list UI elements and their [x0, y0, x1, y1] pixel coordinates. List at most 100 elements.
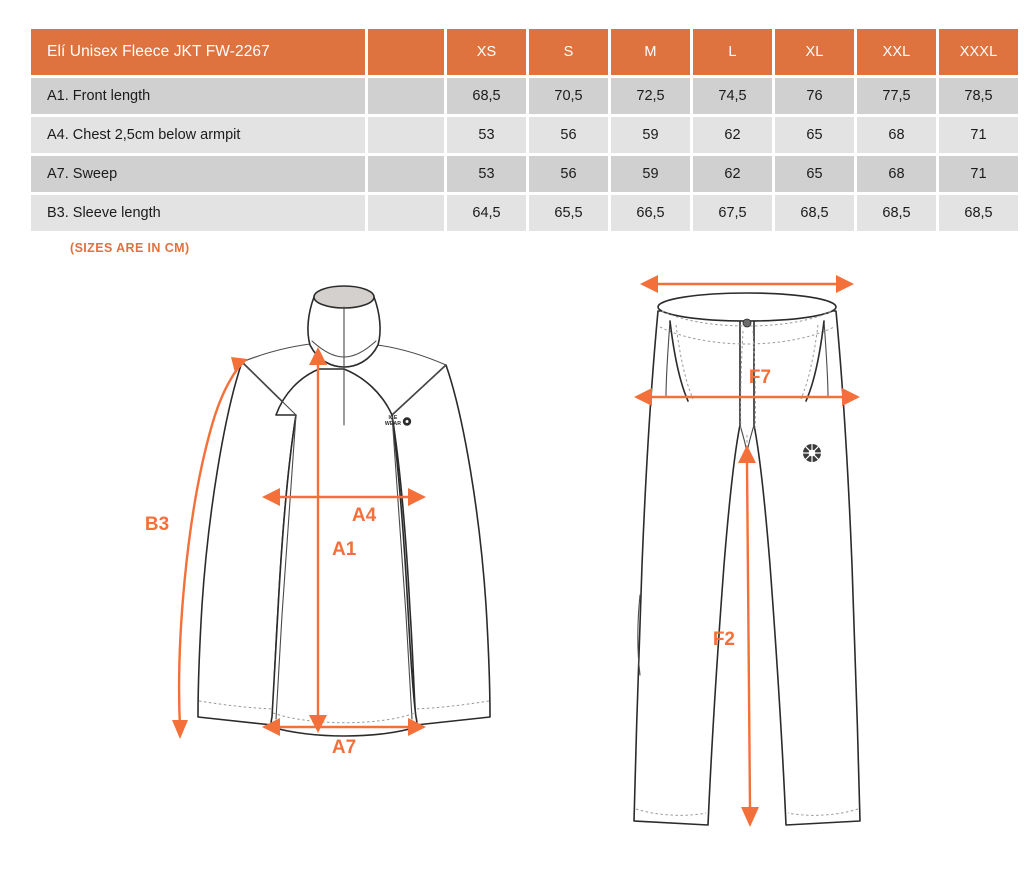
measurement-value: 62	[693, 117, 772, 153]
dimension-front-length: A1	[309, 347, 357, 733]
jacket-right-sleeve	[391, 364, 491, 726]
measurement-value: 53	[447, 117, 526, 153]
row-spacer-cell	[368, 117, 444, 153]
measurement-value: 64,5	[447, 195, 526, 231]
f7-arrow-head-right	[842, 388, 860, 406]
jacket-left-yoke-seam	[241, 361, 297, 416]
header-row: Elí Unisex Fleece JKT FW-2267 XS S M L X…	[31, 29, 1018, 75]
measurement-label: A7. Sweep	[31, 156, 365, 192]
a4-arrow-head-left	[262, 488, 280, 506]
table-row: A7. Sweep 53 56 59 62 65 68 71	[31, 156, 1018, 192]
measurement-value: 68	[857, 117, 936, 153]
a4-arrow-head-right	[408, 488, 426, 506]
measurement-value: 68,5	[775, 195, 854, 231]
pants-left-leg	[633, 308, 741, 826]
measurement-value: 65	[775, 156, 854, 192]
measurement-value: 66,5	[611, 195, 690, 231]
brand-line-2: WEAR	[385, 421, 401, 427]
table-row: B3. Sleeve length 64,5 65,5 66,5 67,5 68…	[31, 195, 1018, 231]
jacket-left-cuff-stitch	[198, 700, 274, 710]
f2-arrow-line	[745, 462, 752, 808]
jacket-left-shoulder-line	[241, 342, 320, 363]
a7-arrow-head-right	[408, 718, 426, 736]
row-spacer-cell	[368, 156, 444, 192]
measurement-value: 74,5	[693, 78, 772, 114]
measurement-value: 72,5	[611, 78, 690, 114]
size-header-s: S	[529, 29, 608, 75]
a1-label: A1	[332, 539, 357, 560]
measurement-label: A4. Chest 2,5cm below armpit	[31, 117, 365, 153]
header-spacer-cell	[368, 29, 444, 75]
measurement-value: 77,5	[857, 78, 936, 114]
row-spacer-cell	[368, 195, 444, 231]
measurement-value: 78,5	[939, 78, 1018, 114]
pants-fly-stitch-right	[752, 330, 756, 432]
pants-left-pocket	[665, 320, 671, 398]
size-header-xxxl: XXXL	[939, 29, 1018, 75]
pants-left-hem-stitch	[635, 808, 707, 816]
f2-label: F2	[713, 629, 735, 650]
units-note: (SIZES ARE IN CM)	[70, 241, 190, 255]
pants-left-pocket-stitch	[675, 324, 694, 400]
measurement-value: 59	[611, 117, 690, 153]
size-header-xxl: XXL	[857, 29, 936, 75]
size-header-xl: XL	[775, 29, 854, 75]
measurement-value: 59	[611, 156, 690, 192]
measurement-value: 68	[857, 156, 936, 192]
a4-label: A4	[352, 505, 377, 526]
a7-arrow-head-left	[262, 718, 280, 736]
table-header: Elí Unisex Fleece JKT FW-2267 XS S M L X…	[31, 29, 1018, 75]
table-body: A1. Front length 68,5 70,5 72,5 74,5 76 …	[31, 78, 1018, 231]
f6-arrow-head-left	[640, 275, 658, 293]
measurement-value: 65,5	[529, 195, 608, 231]
product-title: Elí Unisex Fleece JKT FW-2267	[31, 29, 365, 75]
a1-arrow-head-top	[309, 347, 327, 365]
illustrations-area: ICE WEAR B3 A1 A4	[0, 265, 1033, 889]
jacket-technical-drawing: ICE WEAR B3 A1 A4	[145, 285, 491, 758]
size-header-m: M	[611, 29, 690, 75]
b3-arrow-head-top	[231, 357, 248, 373]
jacket-left-armhole-seam	[275, 414, 297, 720]
pants-right-pocket-stitch	[800, 324, 819, 400]
table-row: A1. Front length 68,5 70,5 72,5 74,5 76 …	[31, 78, 1018, 114]
f6-arrow-head-right	[836, 275, 854, 293]
measurement-value: 53	[447, 156, 526, 192]
f6-label: F6	[736, 265, 758, 268]
dimension-inseam: F2	[713, 445, 759, 827]
measurement-value: 71	[939, 117, 1018, 153]
pants-button-icon	[742, 318, 752, 328]
jacket-body	[270, 368, 418, 737]
dimension-sweep: A7	[262, 718, 426, 758]
f7-label: F7	[749, 367, 771, 388]
row-spacer-cell	[368, 78, 444, 114]
measurement-value: 68,5	[447, 78, 526, 114]
size-chart-table-container: Elí Unisex Fleece JKT FW-2267 XS S M L X…	[28, 26, 1018, 234]
measurement-value: 76	[775, 78, 854, 114]
brand-line-1: ICE	[389, 415, 398, 421]
jacket-right-yoke-seam	[391, 364, 447, 416]
measurement-value: 68,5	[939, 195, 1018, 231]
pants-left-pocket-edge	[669, 320, 689, 402]
f2-arrow-head-bottom	[741, 807, 759, 827]
snowflake-logo-icon	[803, 444, 821, 462]
jacket-right-cuff-stitch	[414, 700, 490, 710]
b3-arrow-head-bottom	[172, 720, 188, 739]
pants-garment	[633, 292, 861, 826]
jacket-collar-inner	[313, 285, 375, 309]
size-chart-table: Elí Unisex Fleece JKT FW-2267 XS S M L X…	[28, 26, 1021, 234]
dimension-waist: F6	[640, 265, 854, 293]
pants-left-side-crease	[637, 594, 641, 676]
size-header-xs: XS	[447, 29, 526, 75]
measurement-value: 56	[529, 117, 608, 153]
pants-right-pocket	[823, 320, 829, 398]
jacket-right-shoulder-line	[368, 343, 447, 366]
measurement-label: A1. Front length	[31, 78, 365, 114]
measurement-value: 56	[529, 156, 608, 192]
f7-arrow-head-left	[634, 388, 652, 406]
dimension-chest: A4	[262, 488, 426, 526]
jacket-garment: ICE WEAR	[197, 285, 491, 737]
measurement-value: 67,5	[693, 195, 772, 231]
size-header-l: L	[693, 29, 772, 75]
dimension-hip: F7	[634, 367, 860, 406]
ice-wear-logo: ICE WEAR	[385, 415, 412, 427]
